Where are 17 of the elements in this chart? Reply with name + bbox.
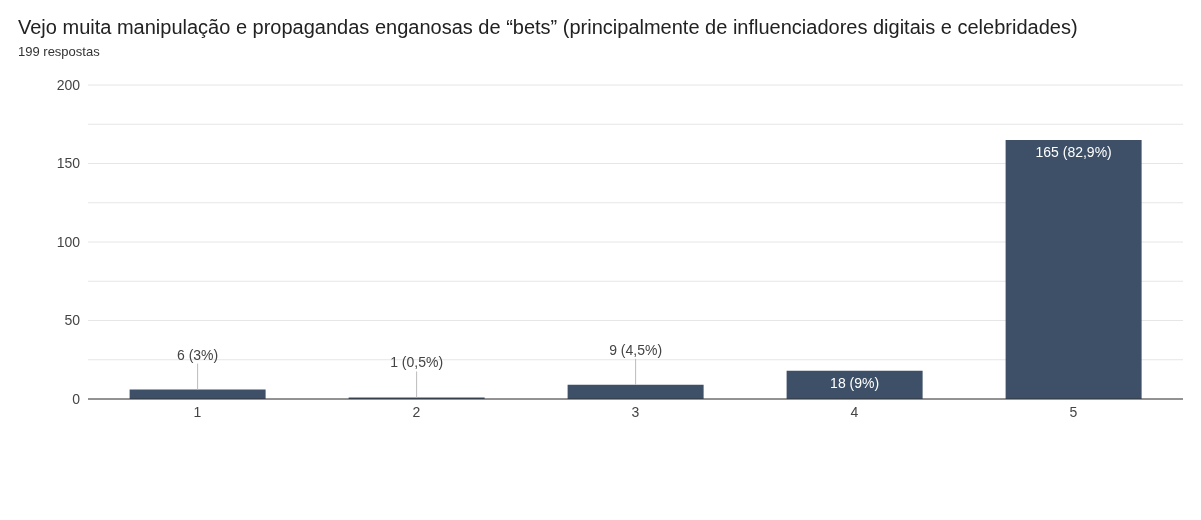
data-label: 1 (0,5%) xyxy=(390,354,444,371)
y-tick-label: 50 xyxy=(64,312,81,329)
y-tick-label: 100 xyxy=(56,233,81,250)
y-tick-label: 150 xyxy=(56,155,81,172)
chart-title: Vejo muita manipulação e propagandas enganosas de “bets” (principalmente de influenciadores digitais e celebridades) xyxy=(17,15,1079,40)
y-tick-label: 200 xyxy=(56,76,81,93)
data-label: 6 (3%) xyxy=(176,346,219,363)
x-tick-label: 2 xyxy=(412,403,421,420)
chart-subtitle: 199 respostas xyxy=(17,44,101,59)
x-tick-label: 4 xyxy=(850,403,859,420)
data-label: 18 (9%) xyxy=(830,374,880,391)
x-tick-label: 3 xyxy=(631,403,640,420)
x-tick-label: 1 xyxy=(193,403,202,420)
y-tick-label: 0 xyxy=(72,390,81,407)
data-label: 165 (82,9%) xyxy=(1035,143,1112,160)
data-label: 9 (4,5%) xyxy=(609,341,663,358)
x-tick-label: 5 xyxy=(1069,403,1078,420)
